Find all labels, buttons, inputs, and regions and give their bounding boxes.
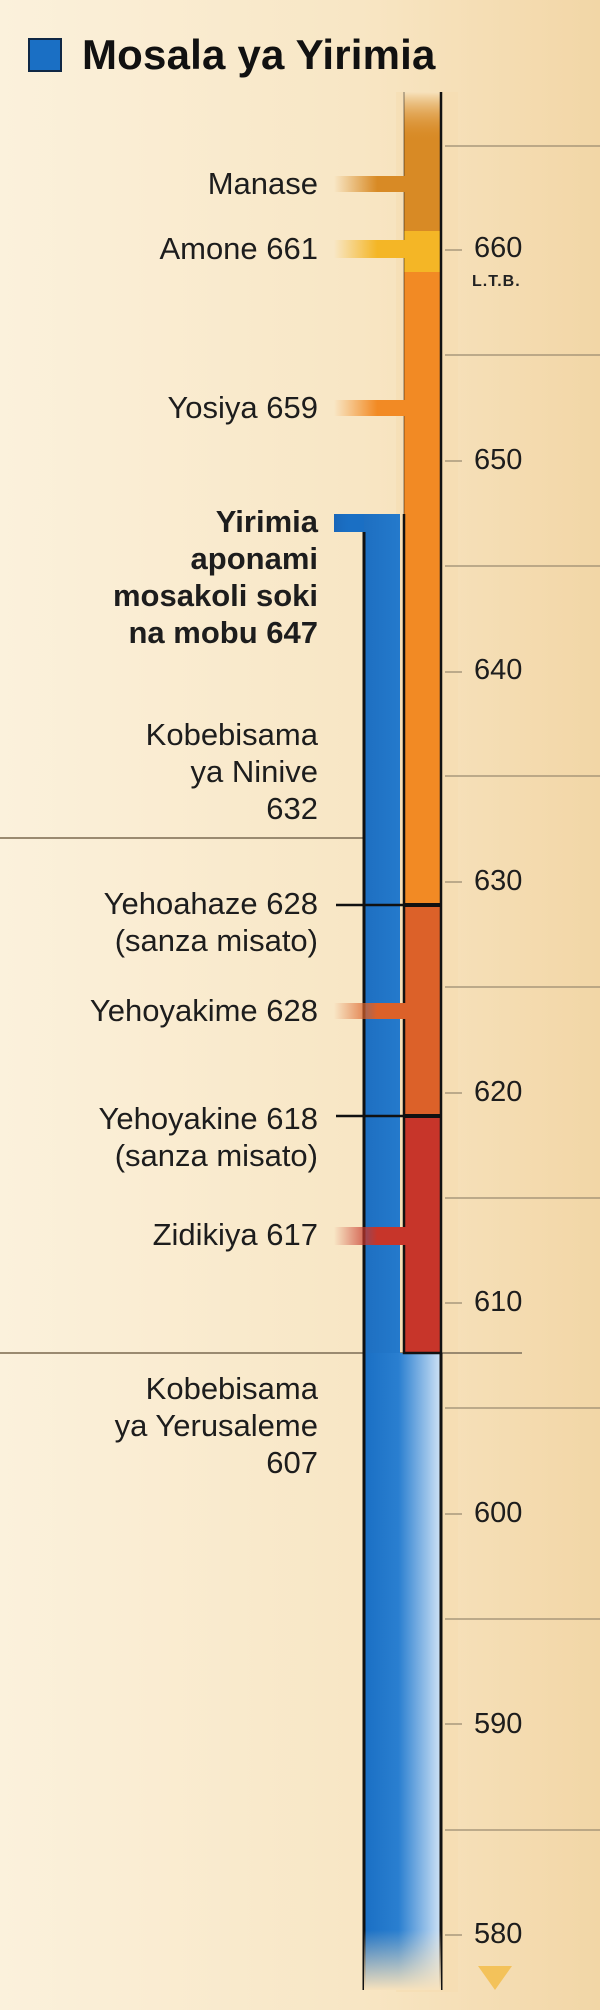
year-620: 620	[474, 1076, 523, 1108]
era-label: L.T.B.	[472, 273, 521, 290]
reign-yosiya	[404, 272, 441, 905]
reign-yehoyakime	[404, 905, 441, 1116]
label-zedekiah: Zidikiya 617	[152, 1217, 318, 1252]
zidikiya-connector	[334, 1227, 406, 1245]
label-yosiya: Yosiya 659	[167, 390, 318, 425]
label-yehoahaz: Yehoahaze 628 (sanza misato)	[103, 886, 318, 958]
year-650: 650	[474, 444, 523, 476]
reign-manase-fade	[404, 92, 441, 142]
page-title: Mosala ya Yirimia	[82, 31, 436, 78]
label-jeremiah-start: Yirimia aponami mosakoli soki na mobu 64…	[112, 504, 318, 650]
reign-bar	[402, 92, 443, 1355]
year-590: 590	[474, 1708, 523, 1740]
jeremiah-connector	[334, 514, 364, 532]
manase-connector	[334, 176, 406, 192]
reign-zidikiya	[404, 1116, 441, 1353]
year-580: 580	[474, 1918, 523, 1950]
label-jerusalem-fall: Kobebisama ya Yerusaleme 607	[114, 1371, 318, 1480]
year-630: 630	[474, 865, 523, 897]
title-row: Mosala ya Yirimia	[28, 30, 436, 80]
label-manase: Manase	[207, 166, 318, 201]
reign-amone	[404, 231, 441, 272]
year-610: 610	[474, 1286, 523, 1318]
yosiya-connector	[334, 400, 406, 416]
label-nineveh-fall: Kobebisama ya Ninive 632	[145, 717, 318, 826]
amone-connector	[334, 240, 406, 258]
label-amone: Amone 661	[159, 231, 318, 266]
label-yehoyakin: Yehoyakine 618 (sanza misato)	[98, 1101, 319, 1173]
yehoyakime-connector	[334, 1003, 406, 1019]
year-640: 640	[474, 654, 523, 686]
year-600: 600	[474, 1497, 523, 1529]
year-660: 660	[474, 232, 523, 264]
continuation-arrow-icon	[478, 1966, 512, 1990]
label-yehoyakim: Yehoyakime 628	[89, 993, 318, 1028]
axis-ticks	[445, 145, 600, 1936]
jeremiah-bar	[334, 514, 443, 1990]
legend-square-icon	[28, 38, 62, 72]
